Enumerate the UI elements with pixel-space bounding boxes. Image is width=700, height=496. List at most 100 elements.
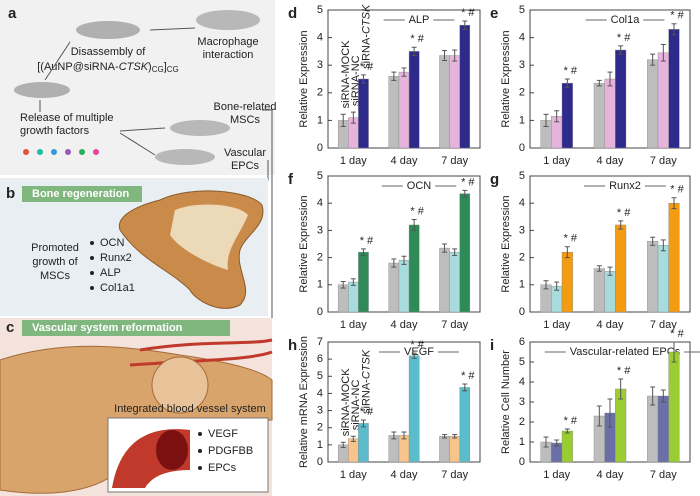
- error-bar: [462, 383, 468, 392]
- significance: * #: [617, 207, 631, 219]
- bar: [449, 436, 460, 463]
- significance: * #: [564, 233, 578, 245]
- panel-letter: g: [490, 171, 499, 188]
- significance: * #: [461, 370, 475, 382]
- y-tick-label: 0: [317, 456, 323, 468]
- x-tick-label: 4 day: [597, 469, 624, 481]
- bar: [668, 202, 680, 313]
- error-bar: [607, 266, 613, 276]
- x-tick-label: 7 day: [441, 155, 468, 167]
- y-tick-label: 5: [317, 370, 323, 382]
- formula-part: [(AuNP@siRNA-: [37, 61, 119, 73]
- disc: [155, 149, 215, 165]
- y-tick-label: 2: [317, 252, 323, 264]
- legend-part: siRNA-: [360, 34, 372, 69]
- bar: [561, 82, 573, 149]
- charts: d 0 1 2 3 4 5 Relative Expression ALP 1 day siRNA-…: [288, 4, 700, 481]
- error-bar: [452, 49, 458, 62]
- error-bar: [607, 71, 613, 87]
- legend-entry: siRNA-NC: [350, 380, 362, 431]
- error-bar: [660, 389, 666, 403]
- x-tick-label: 4 day: [391, 155, 418, 167]
- panel-letter: i: [490, 337, 494, 354]
- y-tick-label: 1: [317, 439, 323, 451]
- legend-entry: siRNA-CTSK: [360, 4, 372, 69]
- disc: [196, 10, 260, 30]
- label: Integrated blood vessel system: [114, 403, 266, 415]
- x-tick-label: 7 day: [441, 319, 468, 331]
- vessel: [129, 338, 273, 367]
- formula-part: CG: [167, 65, 179, 74]
- label: growth factors: [20, 125, 90, 137]
- legend-entry: siRNA-CTSK: [360, 349, 372, 414]
- bar: [439, 247, 450, 313]
- bar: [358, 251, 369, 313]
- significance: * #: [360, 61, 374, 73]
- legend-part: CTSK: [360, 349, 372, 379]
- y-tick-label: 2: [519, 87, 525, 99]
- error-bar: [671, 197, 677, 210]
- y-axis-label: Relative Expression: [298, 195, 310, 292]
- header-bg: [22, 320, 230, 336]
- header-bg: [22, 186, 142, 202]
- y-tick-label: 4: [519, 32, 525, 44]
- error-bar: [543, 113, 549, 127]
- significance: * #: [564, 65, 578, 77]
- bar: [408, 51, 420, 149]
- y-tick-label: 6: [317, 353, 323, 365]
- y-tick-label: 3: [519, 396, 525, 408]
- label: Promoted: [31, 242, 79, 254]
- x-tick-label: 7 day: [650, 155, 677, 167]
- x-tick-label: 1 day: [543, 319, 570, 331]
- error-bar: [452, 248, 458, 256]
- bar: [459, 387, 471, 463]
- y-tick-label: 4: [317, 387, 323, 399]
- bar: [398, 71, 410, 149]
- panel-letter: c: [6, 319, 14, 336]
- legend-entry: siRNA-MOCK: [340, 368, 352, 436]
- bar: [358, 78, 369, 149]
- disc: [76, 21, 140, 39]
- bullet: [198, 449, 202, 453]
- bar: [657, 245, 669, 313]
- bar: [449, 251, 460, 313]
- y-tick-label: 4: [519, 376, 525, 388]
- bar: [459, 193, 471, 313]
- y-tick-label: 2: [519, 416, 525, 428]
- bar: [604, 78, 616, 149]
- x-tick-label: 1 day: [340, 155, 367, 167]
- list-item: ALP: [100, 267, 121, 279]
- vessel-lumen: [156, 430, 188, 470]
- significance: * #: [461, 176, 475, 188]
- error-bar: [401, 431, 407, 440]
- error-bar: [671, 23, 677, 36]
- error-bar: [411, 46, 417, 57]
- bar: [398, 435, 410, 463]
- error-bar: [596, 265, 602, 272]
- bar: [388, 262, 400, 313]
- error-bar: [452, 434, 458, 439]
- panel-letter: e: [490, 5, 498, 22]
- error-bar: [411, 219, 417, 231]
- y-tick-label: 3: [519, 224, 525, 236]
- bullet: [90, 241, 94, 245]
- y-tick-label: 1: [317, 114, 323, 126]
- bar: [668, 351, 680, 463]
- label: Macrophage: [197, 36, 258, 48]
- error-bar: [554, 110, 560, 123]
- list-item: Col1a1: [100, 282, 135, 294]
- bar: [449, 55, 460, 149]
- error-bar: [411, 352, 417, 359]
- formula-part: CG: [152, 65, 164, 74]
- error-bar: [596, 405, 602, 427]
- bone-interior: [170, 204, 248, 270]
- error-bar: [340, 281, 346, 289]
- bullet: [90, 256, 94, 260]
- y-tick-label: 6: [519, 336, 525, 348]
- error-bar: [618, 45, 624, 55]
- y-tick-label: 2: [317, 87, 323, 99]
- x-tick-label: 1 day: [340, 319, 367, 331]
- error-bar: [596, 79, 602, 87]
- bar: [657, 52, 669, 149]
